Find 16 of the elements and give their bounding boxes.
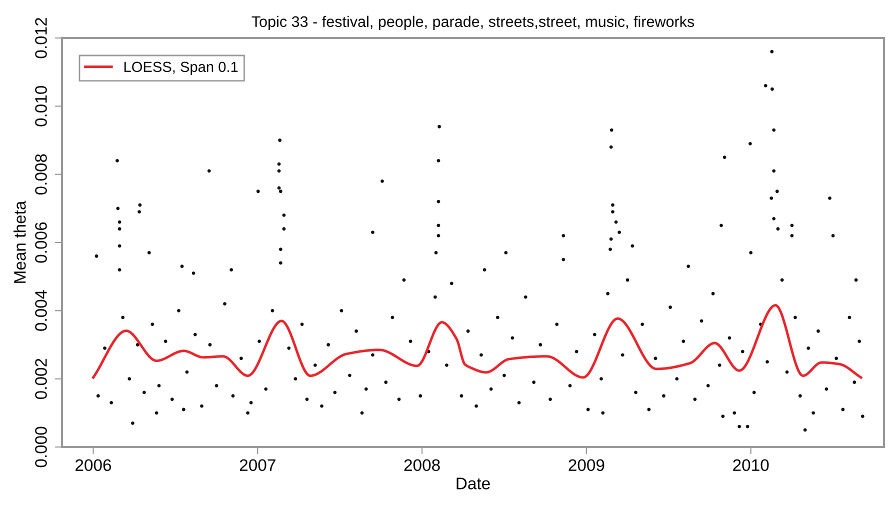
y-tick-label: 0.010 xyxy=(35,86,47,126)
y-tick-label: 0.006 xyxy=(35,222,47,263)
y-tick-label: 0.000 xyxy=(35,426,47,468)
legend-label: LOESS, Span 0.1 xyxy=(124,62,238,75)
y-tick-label: 0.012 xyxy=(35,18,47,58)
y-axis-title: Mean theta xyxy=(14,200,26,283)
chart-title: Topic 33 - festival, people, parade, streets,street, music, fireworks xyxy=(252,16,694,30)
y-tick-label: 0.002 xyxy=(35,358,47,400)
y-tick-label: 0.008 xyxy=(35,154,47,195)
y-tick-label: 0.004 xyxy=(35,290,47,331)
x-axis-title: Date xyxy=(456,478,490,490)
x-tick-label: 2007 xyxy=(240,459,276,472)
x-tick-label: 2009 xyxy=(568,459,604,472)
x-tick-label: 2008 xyxy=(404,459,440,472)
x-tick-label: 2010 xyxy=(733,459,769,472)
x-tick-label: 2006 xyxy=(76,459,112,472)
